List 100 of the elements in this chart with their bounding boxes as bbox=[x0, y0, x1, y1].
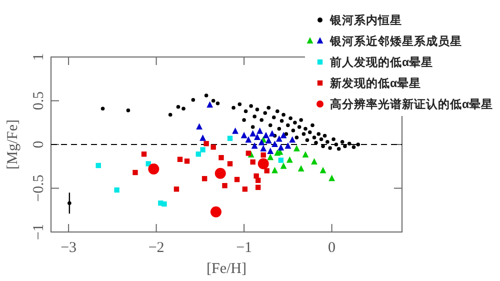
point bbox=[244, 109, 248, 114]
point bbox=[265, 137, 272, 144]
point bbox=[242, 118, 246, 122]
point bbox=[258, 138, 265, 146]
point bbox=[238, 102, 242, 106]
legend-label: 新发现的低α晕星 bbox=[329, 76, 422, 90]
point bbox=[320, 166, 326, 174]
point bbox=[326, 140, 330, 144]
point bbox=[249, 104, 253, 108]
point bbox=[162, 201, 167, 207]
point bbox=[291, 128, 296, 132]
y-tick-label: 1 bbox=[31, 53, 47, 61]
point bbox=[356, 142, 360, 146]
point bbox=[334, 142, 338, 146]
x-tick-label: −3 bbox=[60, 240, 77, 256]
point bbox=[256, 128, 264, 134]
point bbox=[304, 126, 308, 131]
point bbox=[242, 186, 248, 192]
point bbox=[245, 136, 252, 143]
point bbox=[347, 142, 352, 146]
point bbox=[268, 123, 272, 128]
point bbox=[272, 166, 278, 174]
point bbox=[352, 145, 356, 150]
point bbox=[299, 118, 303, 122]
point bbox=[289, 136, 296, 143]
point bbox=[216, 101, 220, 106]
point bbox=[264, 168, 270, 174]
point bbox=[262, 132, 270, 138]
point bbox=[184, 158, 190, 164]
point bbox=[182, 106, 186, 111]
point bbox=[252, 114, 256, 118]
point bbox=[282, 112, 286, 117]
point bbox=[258, 158, 269, 170]
point bbox=[222, 183, 228, 188]
point bbox=[255, 184, 261, 190]
point bbox=[328, 146, 332, 150]
point bbox=[68, 201, 72, 206]
point bbox=[255, 108, 260, 112]
point bbox=[196, 123, 202, 130]
point bbox=[250, 130, 256, 137]
point bbox=[286, 123, 290, 128]
point bbox=[277, 126, 282, 131]
point bbox=[132, 170, 138, 176]
point bbox=[298, 165, 304, 172]
point bbox=[278, 144, 284, 151]
point bbox=[234, 176, 240, 182]
legend-label: 高分辨率光谱新证认的低α晕星 bbox=[330, 97, 494, 111]
point bbox=[297, 125, 302, 129]
x-tick-label: −1 bbox=[236, 240, 252, 256]
point bbox=[260, 118, 264, 122]
point bbox=[240, 132, 248, 138]
y-tick-label: −0.5 bbox=[31, 174, 47, 202]
point bbox=[268, 130, 276, 137]
point bbox=[310, 123, 314, 128]
point bbox=[251, 142, 258, 149]
point bbox=[286, 156, 293, 163]
point bbox=[293, 120, 297, 125]
point bbox=[311, 158, 318, 165]
point bbox=[294, 145, 300, 152]
point bbox=[232, 128, 238, 134]
point bbox=[260, 152, 266, 158]
point bbox=[316, 132, 321, 136]
point bbox=[191, 98, 196, 102]
point bbox=[204, 141, 209, 146]
y-tick-label: −1 bbox=[31, 224, 47, 240]
point bbox=[250, 159, 256, 165]
point bbox=[206, 101, 214, 108]
point bbox=[176, 104, 180, 109]
point bbox=[340, 140, 344, 144]
point bbox=[322, 134, 327, 138]
point bbox=[210, 206, 222, 218]
point bbox=[254, 173, 259, 179]
point bbox=[210, 144, 216, 150]
point bbox=[267, 154, 274, 160]
point bbox=[227, 136, 233, 141]
point bbox=[100, 106, 105, 111]
point bbox=[280, 118, 284, 123]
point bbox=[284, 132, 288, 136]
point bbox=[141, 152, 147, 157]
point bbox=[305, 138, 310, 142]
point bbox=[267, 148, 274, 154]
point bbox=[312, 136, 316, 140]
point bbox=[204, 94, 208, 98]
point bbox=[250, 125, 255, 129]
point bbox=[126, 108, 130, 112]
point bbox=[280, 162, 287, 169]
point bbox=[214, 168, 226, 179]
point bbox=[232, 106, 236, 110]
y-axis-title: [Mg/Fe] bbox=[5, 120, 21, 170]
x-axis-title: [Fe/H] bbox=[206, 261, 246, 277]
point bbox=[174, 186, 180, 192]
point bbox=[328, 174, 335, 182]
point bbox=[200, 134, 206, 141]
point bbox=[254, 134, 260, 140]
point bbox=[319, 137, 324, 142]
point bbox=[148, 164, 160, 174]
point bbox=[260, 145, 267, 152]
point bbox=[227, 161, 233, 166]
point bbox=[302, 151, 309, 158]
point bbox=[275, 109, 280, 114]
